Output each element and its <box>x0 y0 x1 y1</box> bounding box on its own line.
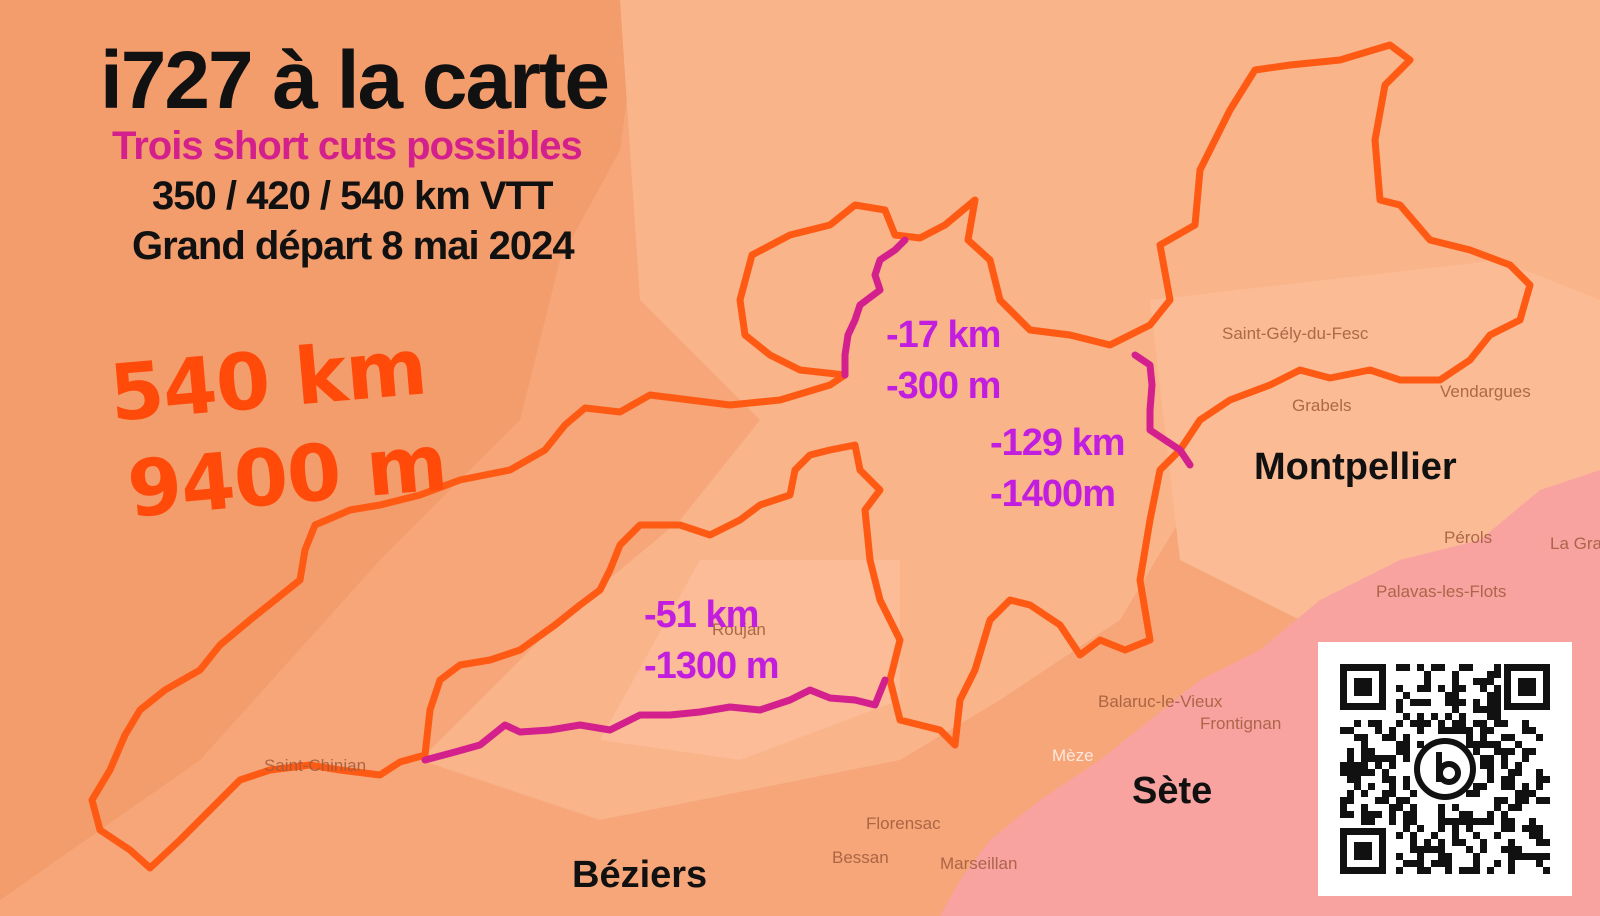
town-balaruc: Balaruc-le-Vieux <box>1098 692 1223 711</box>
shortcut-label-129km: -129 km -1400m <box>990 418 1126 520</box>
shortcut-elevation: -300 m <box>886 365 1001 407</box>
shortcut-distance: -129 km <box>990 422 1126 464</box>
shortcut-17km-line <box>841 236 909 379</box>
shortcut-distance: -17 km <box>886 314 1001 356</box>
shortcut-label-51km: -51 km -1300 m <box>644 590 780 692</box>
city-beziers: Béziers <box>572 854 708 896</box>
town-saint-gely: Saint-Gély-du-Fesc <box>1222 324 1369 343</box>
start-date: Grand départ 8 mai 2024 <box>132 224 575 268</box>
poster-title: i727 à la carte <box>100 35 610 126</box>
town-meze: Mèze <box>1052 746 1094 765</box>
town-saint-chinian: Saint-Chinian <box>264 756 367 775</box>
town-bessan: Bessan <box>832 848 889 867</box>
shortcut-elevation: -1300 m <box>644 645 780 687</box>
town-florensac: Florensac <box>866 814 941 833</box>
bikepacking-logo-icon <box>1414 738 1476 800</box>
shortcut-129km-line <box>1131 351 1194 469</box>
town-frontignan: Frontignan <box>1200 714 1282 733</box>
city-montpellier: Montpellier <box>1254 446 1457 488</box>
qr-code-graphic <box>1318 642 1572 896</box>
plain-shade <box>1150 260 1600 620</box>
shortcut-label-17km: -17 km -300 m <box>886 310 1001 412</box>
town-grabels: Grabels <box>1292 396 1352 415</box>
town-la-grande: La Gra <box>1550 534 1600 553</box>
shortcut-51km-line <box>421 676 889 764</box>
hills-shade <box>0 0 640 900</box>
town-marseillan: Marseillan <box>940 854 1018 873</box>
distance-options: 350 / 420 / 540 km VTT <box>152 174 553 218</box>
town-roujan: Roujan <box>712 620 766 639</box>
main-route-line <box>88 41 1534 872</box>
town-vendargues: Vendargues <box>1440 382 1531 401</box>
town-perols: Pérols <box>1444 528 1493 547</box>
etang-de-thau <box>1120 730 1300 800</box>
town-palavas: Palavas-les-Flots <box>1376 582 1507 601</box>
shortcut-distance: -51 km <box>644 594 759 636</box>
shortcut-elevation: -1400m <box>990 473 1116 515</box>
city-sete: Sète <box>1132 770 1213 812</box>
qr-code-icon[interactable] <box>1318 642 1572 896</box>
poster-subtitle: Trois short cuts possibles <box>112 124 583 168</box>
plain-shade-2 <box>600 560 900 760</box>
